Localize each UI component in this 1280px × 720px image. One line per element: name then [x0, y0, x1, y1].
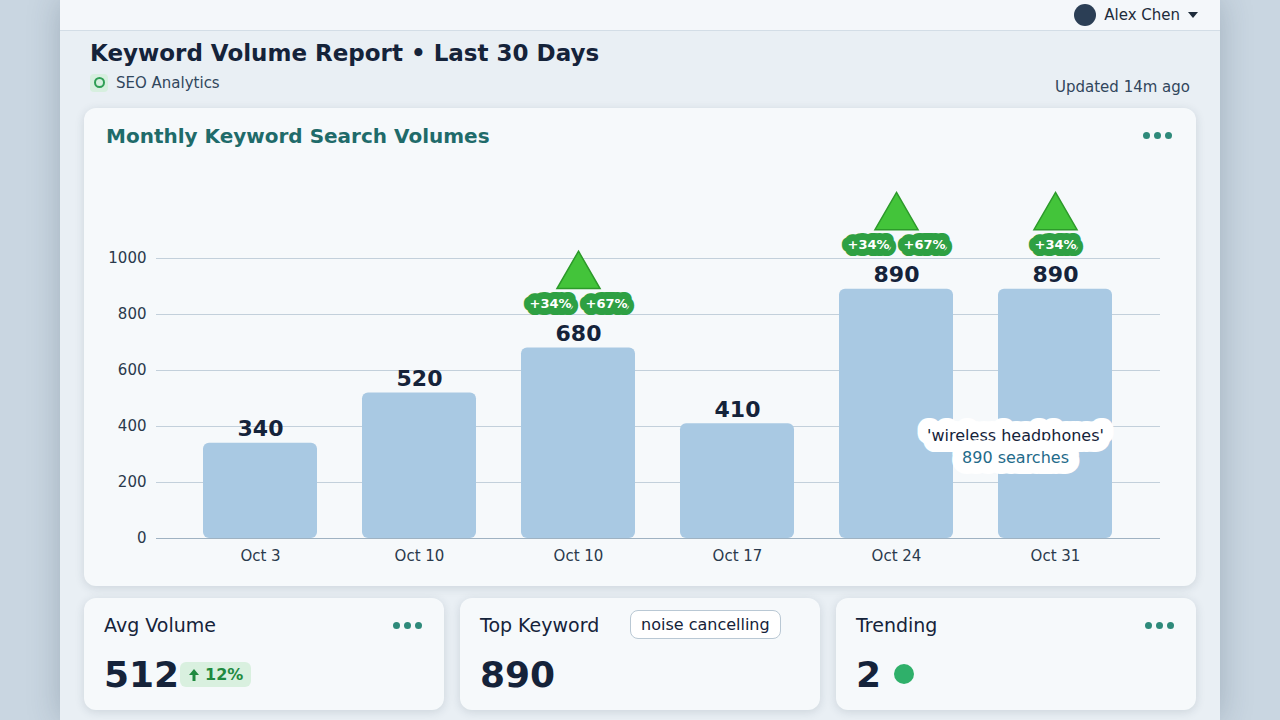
svg-text:+67%: +67% [903, 237, 945, 252]
html-text:Alex Chen: Alex Chen [1104, 6, 1180, 24]
svg-text:Oct 10: Oct 10 [554, 547, 604, 565]
svg-text:Oct 3: Oct 3 [240, 547, 280, 565]
html-text:Updated 14m ago: Updated 14m ago [1055, 78, 1190, 96]
svg-text:Oct 31: Oct 31 [1031, 547, 1081, 565]
html-text:SEO Analytics: SEO Analytics [116, 74, 220, 92]
svg-text:+34%: +34% [529, 296, 571, 311]
html-text:512: 512 [104, 654, 180, 695]
svg-text:400: 400 [118, 417, 147, 435]
svg-text:1000: 1000 [108, 249, 146, 267]
svg-text:410: 410 [715, 397, 761, 422]
svg-text:680: 680 [556, 321, 602, 346]
svg-text:800: 800 [118, 305, 147, 323]
html-text:Avg Volume: Avg Volume [104, 614, 216, 636]
svg-text:890: 890 [1033, 262, 1079, 287]
svg-text:890: 890 [874, 262, 920, 287]
svg-text:520: 520 [397, 366, 443, 391]
svg-text:Oct 17: Oct 17 [713, 547, 763, 565]
svg-text:'wireless headphones': 'wireless headphones' [927, 426, 1104, 445]
svg-text:+34%: +34% [847, 237, 889, 252]
html-text:12%: 12% [205, 665, 244, 684]
html-text:noise cancelling: noise cancelling [641, 615, 770, 634]
svg-text:Oct 10: Oct 10 [395, 547, 445, 565]
svg-text:600: 600 [118, 361, 147, 379]
svg-text:340: 340 [238, 416, 284, 441]
html-text:890: 890 [480, 654, 556, 695]
html-text:Trending: Trending [856, 614, 938, 636]
svg-text:0: 0 [137, 529, 147, 547]
svg-text:Oct 24: Oct 24 [872, 547, 922, 565]
html-text:2: 2 [856, 654, 882, 695]
svg-text:+34%: +34% [1034, 237, 1076, 252]
svg-text:200: 200 [118, 473, 147, 491]
html-text:Top Keyword: Top Keyword [480, 614, 600, 636]
html-text:Keyword Volume Report • Last 3: Keyword Volume Report • Last 30 Days [90, 40, 600, 66]
html-text:Monthly Keyword Search Volumes: Monthly Keyword Search Volumes [106, 124, 490, 148]
svg-text:890 searches: 890 searches [962, 448, 1069, 467]
svg-text:+67%: +67% [585, 296, 627, 311]
